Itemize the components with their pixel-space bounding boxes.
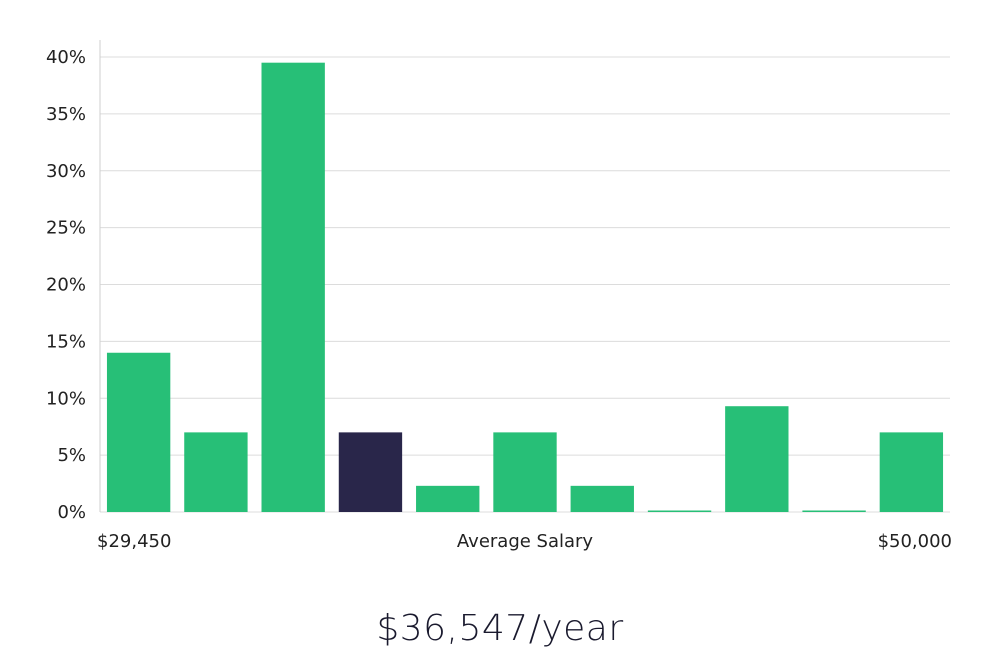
y-tick-label: 40% [46,47,86,68]
bar [184,432,248,512]
y-tick-label: 15% [46,331,86,352]
bar [879,432,944,512]
bar [261,62,325,512]
bar [570,485,634,512]
y-tick-label: 35% [46,104,86,125]
y-tick-label: 30% [46,161,86,182]
bar [647,510,712,512]
bar [416,485,480,512]
y-tick-label: 10% [46,388,86,409]
bar [802,510,866,512]
average-salary-value: $36,547/year [376,608,624,649]
x-max-label: $50,000 [878,531,952,552]
bars [106,62,944,512]
y-tick-label: 5% [57,445,86,466]
salary-histogram: 0% 5% 10% 15% 20% 25% 30% 35% 40% $29,450 Averag… [46,40,952,552]
y-tick-label: 20% [46,275,86,296]
bar [493,432,557,512]
bar-highlighted [338,432,403,512]
x-axis-title: Average Salary [457,531,594,552]
y-tick-label: 25% [46,218,86,239]
y-axis-ticks: 0% 5% 10% 15% 20% 25% 30% 35% 40% [46,47,86,523]
x-min-label: $29,450 [97,531,171,552]
bar [725,406,789,512]
bar [106,352,171,512]
y-tick-label: 0% [57,502,86,523]
